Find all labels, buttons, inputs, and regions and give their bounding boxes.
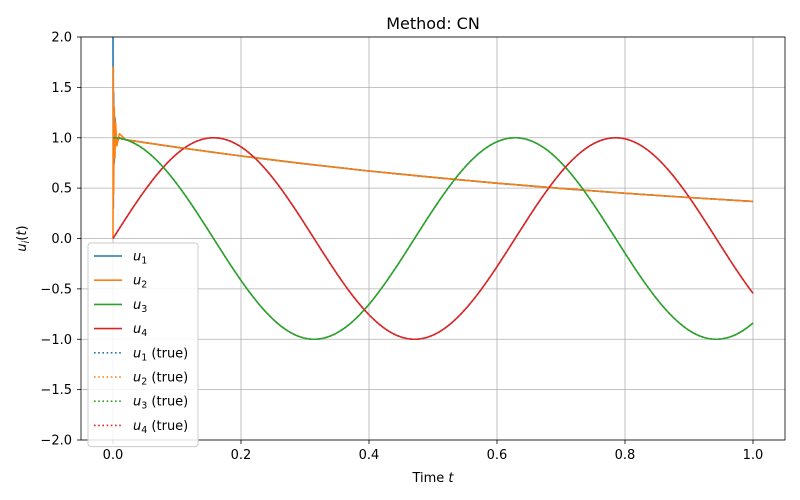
x-tick-label-2: 0.4 [359, 448, 380, 463]
x-tick-label-3: 0.6 [487, 448, 508, 463]
legend-label-4: u1 (true) [133, 346, 188, 363]
legend-label-2: u3 [133, 298, 147, 315]
y-tick-label-3: −0.5 [40, 282, 72, 297]
x-tick-label-5: 1.0 [743, 448, 764, 463]
y-tick-label-7: 1.5 [51, 81, 72, 96]
y-tick-label-2: −1.0 [40, 333, 72, 348]
series-line-u3-true [112, 136, 754, 341]
legend: u1 u2 u3 u4 u1 (true) u2 (true) u3 (true) u4 (t… [87, 242, 199, 448]
legend-label-7: u4 (true) [133, 419, 188, 436]
legend-label-1: u2 [133, 274, 147, 291]
legend-label-6: u3 (true) [133, 395, 188, 412]
legend-box [87, 242, 199, 448]
x-tick-label-0: 0.0 [103, 448, 124, 463]
legend-label-0: u1 [133, 250, 147, 267]
y-tick-label-1: −1.5 [40, 383, 72, 398]
y-tick-label-4: 0.0 [51, 232, 72, 247]
series-line-u4-true [112, 136, 754, 341]
y-tick-label-8: 2.0 [51, 31, 72, 46]
y-tick-label-6: 1.0 [51, 131, 72, 146]
y-tick-label-0: −2.0 [40, 434, 72, 449]
ticks: 0.0 0.2 0.4 0.6 0.8 1.0 −2.0 −1.5 −1.0 −0.5 0.0 0.5… [40, 31, 763, 464]
y-tick-label-5: 0.5 [51, 182, 72, 197]
series-layer [112, 37, 754, 341]
x-tick-label-4: 0.8 [615, 448, 636, 463]
legend-label-5: u2 (true) [133, 371, 188, 388]
chart-title: Method: CN [386, 14, 480, 33]
legend-label-3: u4 [133, 322, 147, 339]
x-tick-label-1: 0.2 [231, 448, 252, 463]
y-axis-title: ui(t) [15, 225, 32, 251]
x-axis-title: Time t [411, 471, 454, 486]
